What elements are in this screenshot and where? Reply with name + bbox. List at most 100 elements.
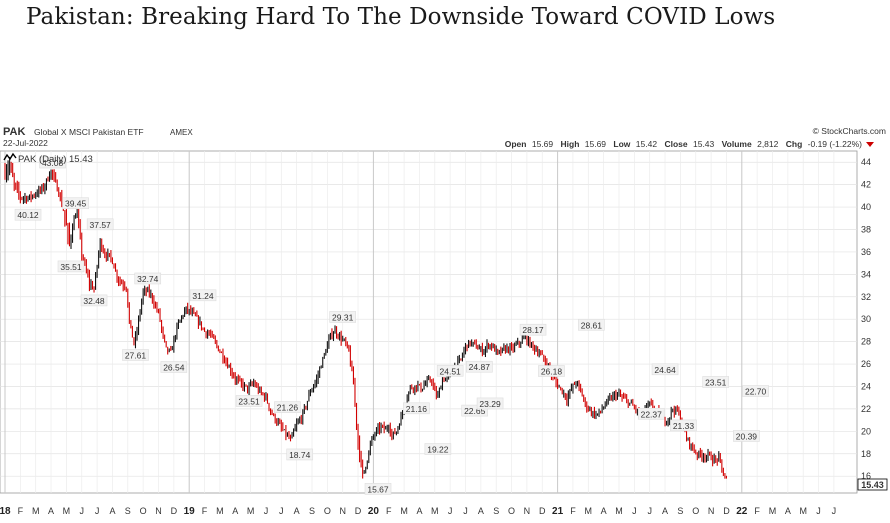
- x-month-label: A: [109, 506, 115, 516]
- price-annotation: 28.61: [581, 320, 603, 330]
- x-month-label: J: [816, 506, 821, 516]
- y-tick-label: 18: [861, 449, 871, 459]
- x-month-label: A: [601, 506, 607, 516]
- y-tick-label: 20: [861, 426, 871, 436]
- quote-line: Open 15.69 High 15.69 Low 15.42 Close 15…: [505, 139, 862, 149]
- x-month-label: M: [32, 506, 40, 516]
- chart-date: 22-Jul-2022: [3, 138, 48, 148]
- price-annotation-box: [86, 218, 114, 231]
- price-annotation-box: [57, 260, 85, 273]
- price-annotation: 18.74: [289, 450, 311, 460]
- price-annotation: 43.08: [42, 158, 64, 168]
- price-annotation: 23.51: [705, 377, 727, 387]
- source-credit: © StockCharts.com: [813, 126, 886, 136]
- price-annotation-box: [62, 197, 89, 210]
- x-month-label: D: [539, 506, 546, 516]
- price-annotation: 23.29: [479, 399, 501, 409]
- y-tick-label: 42: [861, 180, 871, 190]
- x-month-label: O: [692, 506, 699, 516]
- price-annotation: 26.54: [163, 362, 185, 372]
- y-tick-label: 32: [861, 292, 871, 302]
- price-annotation-box: [651, 363, 679, 376]
- close-value: 15.43: [693, 139, 715, 149]
- x-month-label: S: [125, 506, 131, 516]
- x-month-label: N: [708, 506, 715, 516]
- x-month-label: J: [832, 506, 837, 516]
- close-label: Close: [664, 139, 687, 149]
- x-month-label: A: [785, 506, 791, 516]
- low-value: 15.42: [636, 139, 658, 149]
- x-month-label: S: [309, 506, 315, 516]
- y-tick-label: 28: [861, 337, 871, 347]
- vertical-gridlines: [4, 151, 835, 493]
- price-annotation: 23.51: [238, 396, 260, 406]
- price-annotation-box: [538, 365, 565, 377]
- x-month-label: S: [493, 506, 499, 516]
- last-price-label: 15.43: [861, 480, 884, 490]
- price-annotation: 24.51: [440, 366, 462, 376]
- price-annotation-box: [286, 448, 314, 461]
- last-price-box: [857, 478, 888, 491]
- price-annotation: 26.18: [541, 367, 563, 377]
- legend-line-icon: [3, 152, 17, 161]
- x-month-label: F: [754, 506, 760, 516]
- price-annotation: 29.31: [332, 312, 354, 322]
- price-annotation-box: [436, 364, 464, 377]
- x-month-label: S: [677, 506, 683, 516]
- price-annotation-box: [519, 323, 547, 336]
- legend-label: PAK (Daily) 15.43: [18, 154, 93, 165]
- y-tick-label: 38: [861, 224, 871, 234]
- down-arrow-icon: [866, 142, 874, 147]
- price-annotation-box: [476, 397, 504, 410]
- price-annotation: 35.51: [60, 262, 82, 272]
- x-month-label: F: [386, 506, 392, 516]
- price-annotation-box: [14, 208, 42, 221]
- page-title: Pakistan: Breaking Hard To The Downside …: [26, 4, 776, 30]
- x-month-label: J: [463, 506, 468, 516]
- x-month-label: M: [400, 506, 408, 516]
- ticker-symbol: PAK: [3, 126, 25, 138]
- x-month-label: D: [723, 506, 730, 516]
- y-tick-label: 34: [861, 269, 871, 279]
- price-annotation: 22.65: [464, 406, 486, 416]
- open-value: 15.69: [532, 139, 554, 149]
- price-annotation-box: [329, 311, 357, 323]
- price-bars: [4, 156, 878, 483]
- x-axis: 18 F M A M J J A S O N D 19 F M A M J J A S O N D 20 F M A M J J A S O N D 2…: [0, 506, 836, 517]
- price-annotation-box: [160, 361, 188, 373]
- x-month-label: O: [508, 506, 515, 516]
- price-annotation-box: [466, 360, 493, 373]
- price-annotation-box: [122, 349, 149, 361]
- x-year-label: 18: [0, 506, 11, 517]
- x-month-label: A: [232, 506, 238, 516]
- y-tick-label: 22: [861, 404, 871, 414]
- x-month-label: M: [63, 506, 71, 516]
- x-month-label: A: [416, 506, 422, 516]
- y-tick-label: 40: [861, 202, 871, 212]
- x-month-label: O: [324, 506, 331, 516]
- x-month-label: A: [48, 506, 54, 516]
- legend: PAK (Daily) 15.43: [3, 152, 93, 165]
- x-month-label: F: [570, 506, 576, 516]
- open-label: Open: [505, 139, 527, 149]
- price-annotation-box: [424, 443, 452, 455]
- y-tick-label: 24: [861, 381, 871, 391]
- x-year-label: 21: [552, 506, 564, 517]
- y-axis: 16 18 20 22 24 26 28 30 32 34 36 38 40 42 44: [861, 157, 871, 481]
- x-month-label: D: [355, 506, 362, 516]
- price-annotation: 19.22: [427, 445, 449, 455]
- price-annotation: 21.16: [406, 404, 428, 414]
- price-annotation: 24.87: [469, 362, 491, 372]
- x-month-label: F: [18, 506, 24, 516]
- price-annotation: 40.12: [17, 210, 39, 220]
- x-month-label: M: [431, 506, 439, 516]
- price-annotation: 27.61: [125, 350, 147, 360]
- price-annotation: 21.26: [277, 403, 299, 413]
- y-tick-label: 44: [861, 157, 871, 167]
- price-annotation: 32.48: [83, 296, 105, 306]
- x-month-label: M: [769, 506, 777, 516]
- x-month-label: M: [799, 506, 807, 516]
- x-year-label: 19: [184, 506, 196, 517]
- price-annotation-box: [461, 404, 489, 417]
